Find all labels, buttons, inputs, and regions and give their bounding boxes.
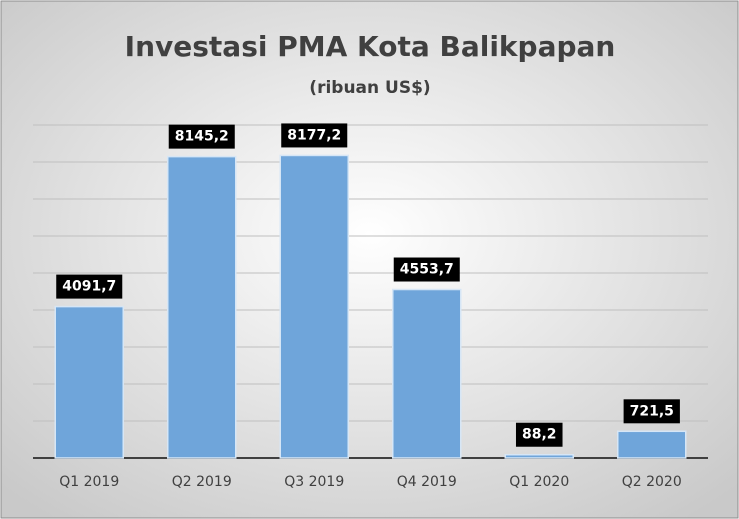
value-label: 721,5 <box>630 403 674 419</box>
value-label: 8145,2 <box>175 129 229 145</box>
x-tick-label: Q4 2019 <box>397 474 457 490</box>
value-label-box <box>56 274 123 299</box>
bar <box>504 453 574 459</box>
chart-title: Investasi PMA Kota Balikpapan <box>125 30 616 63</box>
bar <box>617 430 687 459</box>
x-tick-label: Q1 2019 <box>59 474 119 490</box>
value-label: 4091,7 <box>62 279 116 295</box>
value-label-box <box>623 399 680 424</box>
x-tick-label: Q3 2019 <box>284 474 344 490</box>
value-label-box <box>393 257 460 282</box>
bar <box>279 154 349 459</box>
bar <box>167 155 237 459</box>
value-label-box <box>281 123 348 148</box>
bar <box>392 288 462 459</box>
value-label: 4553,7 <box>400 262 454 278</box>
chart-subtitle: (ribuan US$) <box>309 78 430 98</box>
value-label-box <box>168 124 235 149</box>
x-tick-label: Q2 2020 <box>622 474 682 490</box>
x-tick-label: Q1 2020 <box>509 474 569 490</box>
value-label-box <box>515 422 563 447</box>
value-label: 88,2 <box>522 427 557 443</box>
x-tick-label: Q2 2019 <box>172 474 232 490</box>
bar <box>54 305 124 459</box>
value-label: 8177,2 <box>287 127 341 143</box>
